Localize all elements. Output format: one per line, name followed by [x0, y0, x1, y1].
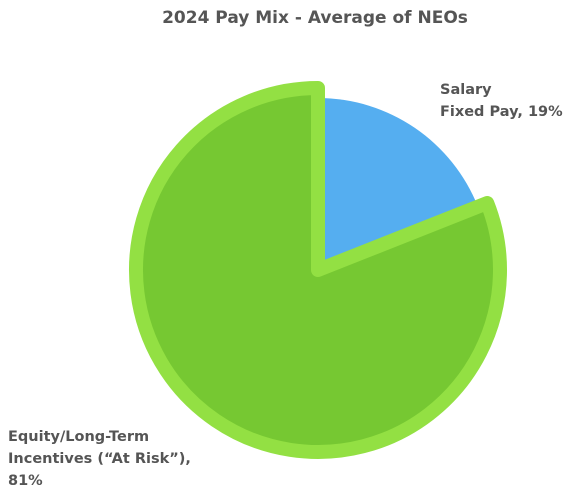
slice-label: Fixed Pay, 19%: [440, 104, 563, 120]
pie-slice: [129, 81, 507, 459]
pie-slice: [318, 98, 478, 270]
slice-label: Equity/Long-Term: [8, 429, 149, 445]
slice-label: Salary: [440, 82, 492, 98]
slice-label: Incentives (“At Risk”),: [8, 451, 191, 467]
chart-title: 2024 Pay Mix - Average of NEOs: [162, 8, 468, 28]
slice-label: 81%: [8, 473, 43, 489]
